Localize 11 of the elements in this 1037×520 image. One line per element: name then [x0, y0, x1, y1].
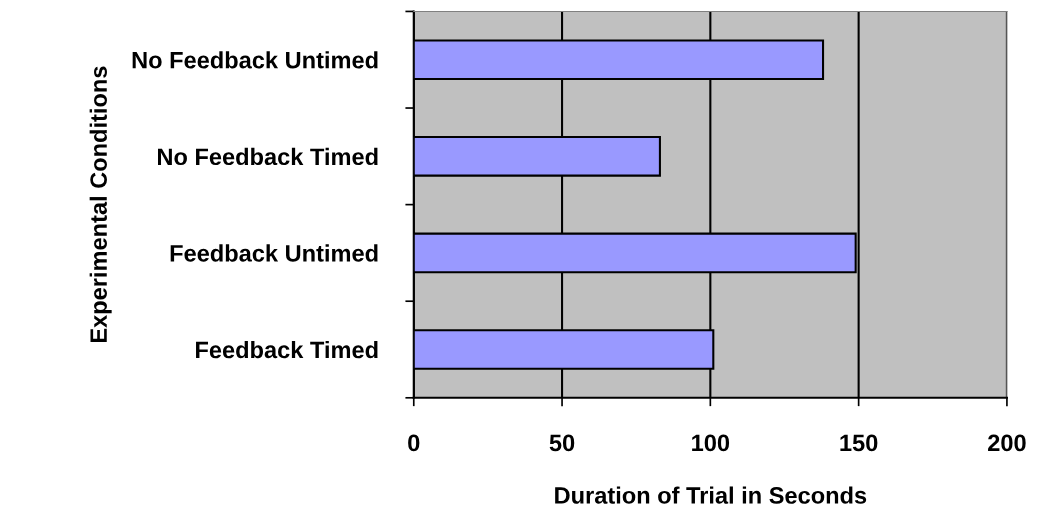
- y-tick-label: Feedback Untimed: [170, 244, 378, 262]
- x-tick-label: 0: [408, 434, 420, 452]
- x-tick-label: 200: [988, 434, 1026, 452]
- y-tick-label: No Feedback Timed: [158, 147, 378, 166]
- y-axis-title: Experimental Conditions: [89, 66, 112, 343]
- x-axis-title: Duration of Trial in Seconds: [555, 486, 867, 504]
- y-tick-label: Feedback Timed: [196, 340, 378, 359]
- x-tick-label: 150: [840, 434, 878, 452]
- x-tick-label: 50: [549, 434, 575, 452]
- y-tick-label: No Feedback Untimed: [132, 51, 378, 69]
- x-tick-label: 100: [692, 434, 730, 452]
